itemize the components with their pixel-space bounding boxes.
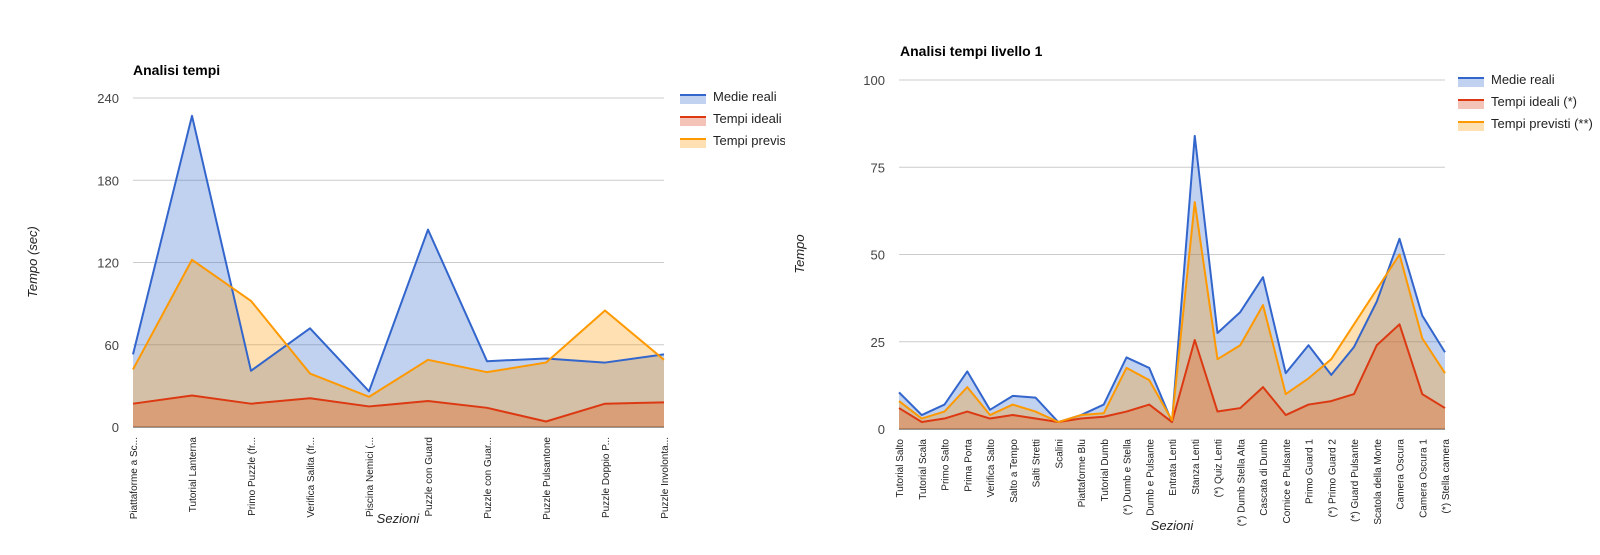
x-tick-label: Piscina Nemici (... — [365, 437, 376, 517]
x-tick-label: Puzzle Doppio P... — [601, 437, 612, 518]
legend-label: Medie reali — [1491, 72, 1555, 87]
x-tick-label: Puzzle con Guar... — [483, 437, 494, 519]
legend-swatch — [1458, 122, 1484, 131]
x-tick-label: Puzzle con Guard — [424, 437, 435, 517]
x-axis-title: Sezioni — [1151, 518, 1195, 533]
series-line-3 — [132, 258, 665, 398]
area-3 — [133, 259, 664, 427]
x-tick-label: (*) Stella camera — [1441, 439, 1452, 514]
x-tick-label: Verifica Salita (fr... — [306, 437, 317, 518]
series-line-1 — [132, 114, 665, 393]
x-tick-label: Scatola della Morte — [1373, 439, 1384, 525]
x-tick-label: Primo Salto — [941, 439, 952, 491]
x-tick-label: Stanza Lenti — [1191, 439, 1202, 495]
x-tick-label: Camera Oscura 1 — [1418, 439, 1429, 518]
x-tick-label: Puzzle Involonta... — [660, 437, 671, 519]
y-tick-label: 25 — [871, 335, 885, 350]
area-1 — [899, 135, 1445, 429]
x-tick-label: Tutorial Salto — [895, 439, 906, 498]
x-tick-label: Tutorial Scala — [918, 439, 929, 500]
x-tick-label: (*) Quiz Lenti — [1214, 439, 1225, 497]
legend-swatch — [680, 139, 706, 148]
x-tick-label: Camera Oscura — [1396, 439, 1407, 510]
area-2 — [133, 395, 664, 427]
chart-title: Analisi tempi — [133, 62, 220, 78]
y-tick-label: 60 — [105, 338, 119, 353]
y-tick-label: 0 — [878, 422, 885, 437]
legend-label: Tempi previsti (**) — [1491, 116, 1593, 131]
legend-label: Tempi previsi — [713, 133, 789, 148]
chart-title: Analisi tempi livello 1 — [900, 43, 1043, 59]
y-tick-label: 75 — [871, 160, 885, 175]
area-3 — [899, 202, 1445, 429]
legend-swatch — [1458, 100, 1484, 109]
legend: Medie reali Tempi ideali Tempi previsi — [680, 89, 789, 148]
x-tick-label: Tutorial Dumb — [1100, 439, 1111, 502]
legend-swatch — [1458, 78, 1484, 87]
x-tick-label: Cornice e Pulsante — [1282, 439, 1293, 524]
x-tick-label: Scalini — [1054, 439, 1065, 468]
x-tick-label: (*) Primo Guard 2 — [1327, 439, 1338, 518]
legend: Medie reali Tempi ideali (*) Tempi previst… — [1458, 72, 1593, 131]
x-tick-label: Salti Stretti — [1032, 439, 1043, 487]
series-line-2 — [898, 323, 1446, 424]
series-line-2 — [132, 394, 665, 423]
legend-label: Tempi ideali (*) — [1491, 94, 1577, 109]
legend-label: Medie reali — [713, 89, 777, 104]
chart-2: Analisi tempi livello 1 0 25 50 75 100 Tutoria… — [792, 43, 1593, 533]
y-axis-title: Tempo — [792, 234, 807, 273]
x-tick-label: Verifica Salto — [986, 439, 997, 498]
x-tick-label: Puzzle Pulsantone — [542, 437, 553, 520]
x-tick-label: Primo Guard 1 — [1305, 439, 1316, 504]
x-tick-label: Piattaforme a Sc... — [129, 437, 140, 519]
x-tick-label: (*) Dumb e Stella — [1123, 439, 1134, 516]
x-tick-label: Primo Puzzle (fr... — [247, 437, 258, 516]
area-2 — [899, 324, 1445, 429]
x-tick-label: (*) Guard Pulsante — [1350, 439, 1361, 522]
y-tick-label: 100 — [863, 73, 885, 88]
x-tick-label: Entrata Lenti — [1168, 439, 1179, 496]
legend-swatch — [680, 95, 706, 104]
y-tick-label: 240 — [97, 91, 119, 106]
legend-swatch — [680, 117, 706, 126]
y-axis-title: Tempo (sec) — [25, 226, 40, 298]
x-tick-label: Cascata di Dumb — [1259, 439, 1270, 516]
x-axis-title: Sezioni — [377, 511, 421, 526]
x-tick-label: Tutorial Lanterna — [188, 437, 199, 513]
legend-label: Tempi ideali — [713, 111, 782, 126]
y-tick-label: 180 — [97, 173, 119, 188]
x-tick-label: (*) Dumb Stella Alta — [1236, 439, 1247, 527]
y-tick-label: 0 — [112, 420, 119, 435]
x-tick-label: Salto a Tempo — [1009, 439, 1020, 503]
chart-1: Analisi tempi 0 60 120 180 240 Piattaforme a S… — [25, 62, 789, 526]
y-tick-label: 50 — [871, 248, 885, 263]
series-line-3 — [898, 201, 1446, 424]
x-tick-label: Prima Porta — [963, 439, 974, 492]
x-tick-label: Dumb e Pulsante — [1145, 439, 1156, 516]
x-tick-label: Piattaforme Blu — [1077, 439, 1088, 507]
y-tick-label: 120 — [97, 256, 119, 271]
